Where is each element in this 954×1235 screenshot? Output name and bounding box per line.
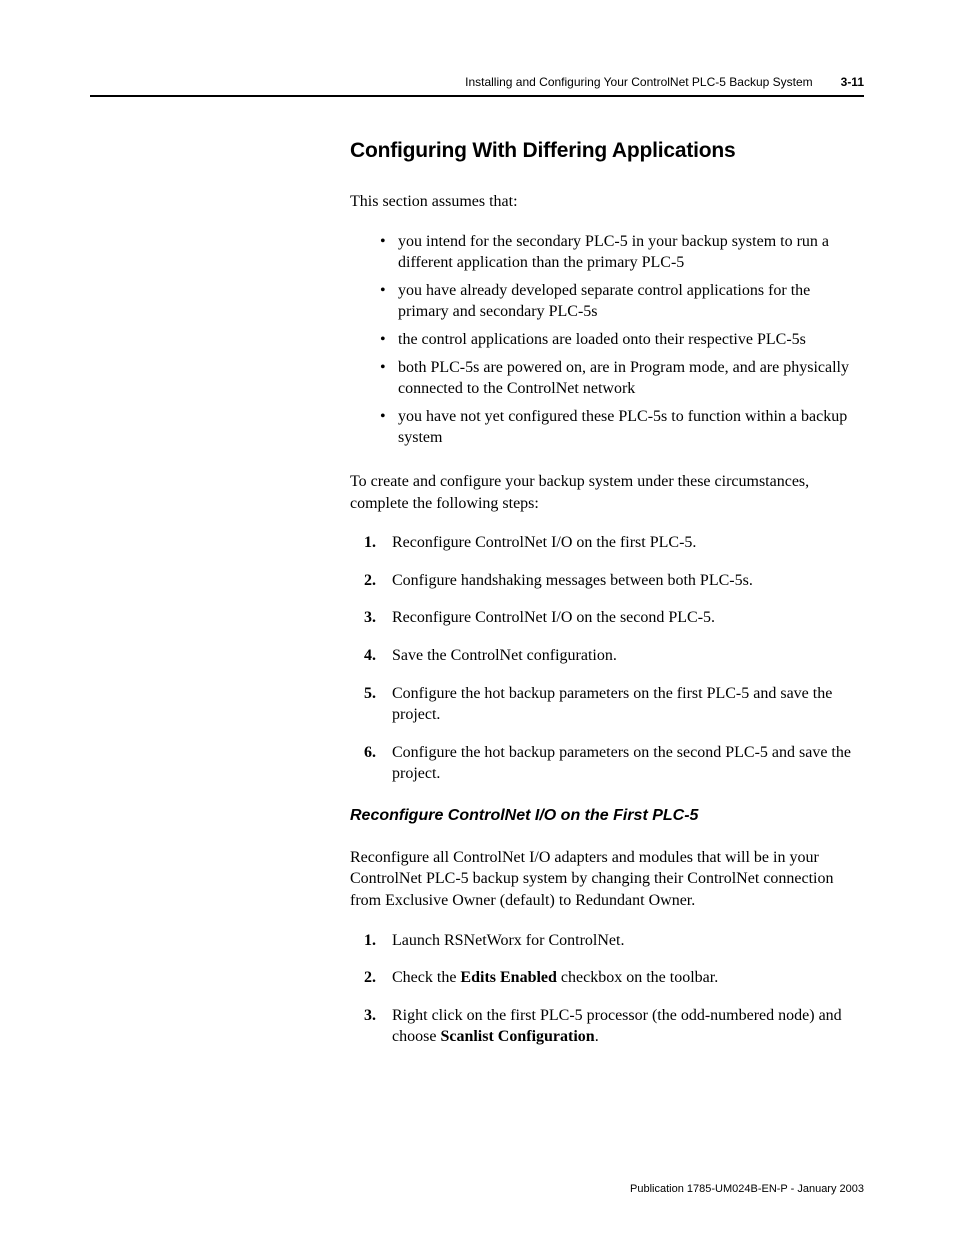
- main-steps: 1. Reconfigure ControlNet I/O on the firs…: [364, 532, 864, 785]
- step-text: Reconfigure ControlNet I/O on the first …: [392, 534, 696, 551]
- step-number: 4.: [364, 645, 376, 667]
- sub-steps: 1. Launch RSNetWorx for ControlNet. 2. C…: [364, 930, 864, 1048]
- steps-lead-in: To create and configure your backup syst…: [350, 471, 864, 514]
- list-item: you have not yet configured these PLC-5s…: [380, 406, 864, 449]
- subsection-heading: Reconfigure ControlNet I/O on the First …: [350, 807, 864, 825]
- step-number: 3.: [364, 1005, 376, 1027]
- step-number: 3.: [364, 607, 376, 629]
- page: Installing and Configuring Your ControlN…: [0, 0, 954, 1235]
- step-item: 5. Configure the hot backup parameters on…: [364, 683, 864, 726]
- list-item: you have already developed separate cont…: [380, 280, 864, 323]
- step-item: 1. Reconfigure ControlNet I/O on the firs…: [364, 532, 864, 554]
- step-number: 5.: [364, 683, 376, 705]
- step-item: 2. Configure handshaking messages between…: [364, 570, 864, 592]
- list-item: both PLC-5s are powered on, are in Progr…: [380, 357, 864, 400]
- step-item: 6. Configure the hot backup parameters on…: [364, 742, 864, 785]
- subsection-intro: Reconfigure all ControlNet I/O adapters …: [350, 847, 864, 912]
- step-item: 3. Reconfigure ControlNet I/O on the seco…: [364, 607, 864, 629]
- step-item: 1. Launch RSNetWorx for ControlNet.: [364, 930, 864, 952]
- page-number: 3-11: [841, 75, 864, 89]
- header-rule: [90, 95, 864, 97]
- step-item: 3. Right click on the first PLC-5 proces…: [364, 1005, 864, 1048]
- step-number: 2.: [364, 570, 376, 592]
- page-footer: Publication 1785-UM024B-EN-P - January 2…: [630, 1183, 864, 1195]
- step-text: Configure the hot backup parameters on t…: [392, 685, 832, 724]
- step-text: Launch RSNetWorx for ControlNet.: [392, 932, 624, 949]
- step-text: Right click on the first PLC-5 processor…: [392, 1007, 842, 1046]
- step-text: Configure the hot backup parameters on t…: [392, 744, 851, 783]
- section-heading: Configuring With Differing Applications: [350, 139, 864, 163]
- list-item: you intend for the secondary PLC-5 in yo…: [380, 231, 864, 274]
- content-column: Configuring With Differing Applications …: [350, 139, 864, 1048]
- step-text: Save the ControlNet configuration.: [392, 647, 617, 664]
- step-item: 2. Check the Edits Enabled checkbox on t…: [364, 967, 864, 989]
- section-intro: This section assumes that:: [350, 191, 864, 213]
- step-text: Check the Edits Enabled checkbox on the …: [392, 969, 718, 986]
- step-item: 4. Save the ControlNet configuration.: [364, 645, 864, 667]
- assumptions-list: you intend for the secondary PLC-5 in yo…: [380, 231, 864, 449]
- step-number: 6.: [364, 742, 376, 764]
- step-text: Configure handshaking messages between b…: [392, 572, 753, 589]
- step-number: 1.: [364, 532, 376, 554]
- list-item: the control applications are loaded onto…: [380, 329, 864, 351]
- step-number: 1.: [364, 930, 376, 952]
- step-number: 2.: [364, 967, 376, 989]
- running-head: Installing and Configuring Your ControlN…: [465, 75, 813, 89]
- page-header: Installing and Configuring Your ControlN…: [90, 75, 864, 89]
- step-text: Reconfigure ControlNet I/O on the second…: [392, 609, 715, 626]
